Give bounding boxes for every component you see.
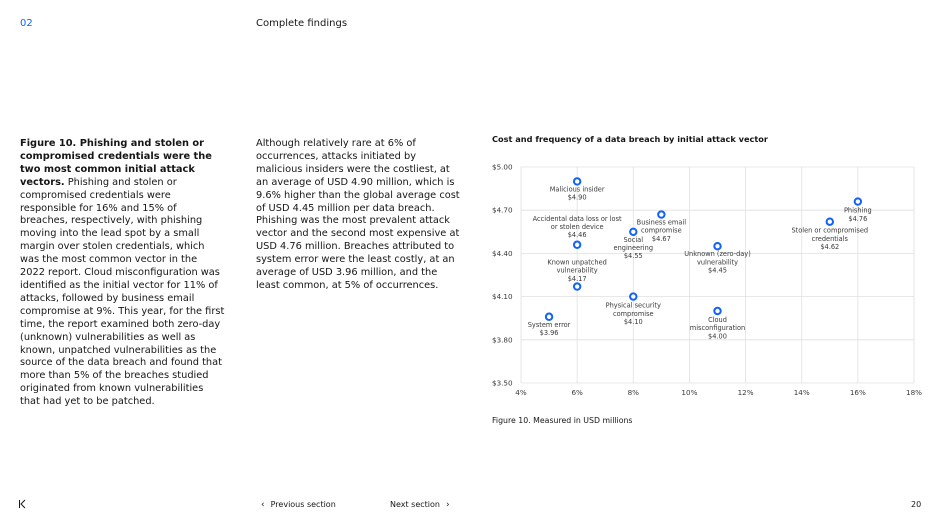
data-point-label: vulnerability <box>697 258 738 266</box>
y-tick-label: $5.00 <box>492 163 513 172</box>
x-tick-label: 4% <box>515 388 527 397</box>
data-point-label: Business email <box>637 219 687 227</box>
chart-title: Cost and frequency of a data breach by i… <box>492 134 768 144</box>
y-tick-label: $4.10 <box>492 292 513 301</box>
data-point <box>825 217 834 226</box>
body-column-1: Figure 10. Phishing and stolen or compro… <box>20 138 225 409</box>
data-point-label: Accidental data loss or lost <box>533 215 622 223</box>
chevron-left-icon: ‹ <box>261 500 265 510</box>
data-point <box>713 306 722 316</box>
data-point-label: compromise <box>613 310 654 318</box>
data-value-label: $4.10 <box>624 318 643 326</box>
data-point-label: Malicious insider <box>550 185 605 193</box>
body-paragraph-1: Phishing and stolen or compromised crede… <box>20 176 225 408</box>
data-value-label: $3.96 <box>540 329 559 337</box>
body-column-2: Although relatively rare at 6% of occurr… <box>256 138 461 293</box>
previous-section-label: Previous section <box>270 500 336 509</box>
chevron-right-icon: › <box>446 500 450 510</box>
data-point-label: System error <box>528 321 571 329</box>
data-point-label: Stolen or compromised <box>791 227 868 235</box>
data-point-label: Physical security <box>606 302 661 310</box>
data-point <box>544 312 554 321</box>
x-tick-label: 10% <box>681 388 697 397</box>
data-value-label: $4.00 <box>708 332 727 340</box>
y-tick-label: $4.40 <box>492 249 513 258</box>
data-point-label: Known unpatched <box>547 259 606 267</box>
data-point-label: Phishing <box>844 207 872 215</box>
x-tick-label: 14% <box>794 388 810 397</box>
x-tick-label: 6% <box>571 388 583 397</box>
first-page-icon-glyph <box>19 499 26 509</box>
x-tick-label: 16% <box>850 388 866 397</box>
body-paragraph-2: Although relatively rare at 6% of occurr… <box>256 138 460 291</box>
data-value-label: $4.62 <box>820 243 839 251</box>
next-section-label: Next section <box>390 500 440 509</box>
next-section-link[interactable]: Next section › <box>390 500 456 510</box>
data-point-label: Unknown (zero-day) <box>684 250 751 258</box>
first-page-icon[interactable] <box>18 499 28 512</box>
x-tick-label: 18% <box>906 388 922 397</box>
x-tick-label: 12% <box>738 388 754 397</box>
y-tick-label: $3.80 <box>492 335 513 344</box>
data-point <box>629 292 638 301</box>
data-point <box>572 240 582 249</box>
data-point-label: compromise <box>641 227 682 235</box>
data-point <box>713 242 722 251</box>
y-tick-label: $3.50 <box>492 379 513 388</box>
section-number: 02 <box>20 18 33 29</box>
page-number: 20 <box>911 500 922 509</box>
data-value-label: $4.17 <box>568 275 587 283</box>
data-value-label: $4.45 <box>708 267 727 275</box>
scatter-chart: 4% 6% 8% 10% 12% 14% 16% 18% $3.50 $3.80 $4.10 $4.4… <box>492 163 922 398</box>
data-point-label: Social <box>624 236 644 244</box>
data-value-label: $4.76 <box>848 215 867 223</box>
data-value-label: $4.55 <box>624 252 643 260</box>
data-value-label: $4.90 <box>568 194 587 202</box>
figure-heading: Figure 10. Phishing and stolen or compro… <box>20 138 212 188</box>
data-point <box>629 227 638 237</box>
data-point <box>572 177 582 186</box>
data-point <box>657 210 666 219</box>
data-point-label: vulnerability <box>557 267 598 275</box>
x-tick-label: 8% <box>628 388 640 397</box>
data-point <box>853 197 863 206</box>
data-value-label: $4.67 <box>652 235 671 243</box>
data-point <box>572 282 582 291</box>
data-point-label: credentials <box>812 235 849 243</box>
y-tick-label: $4.70 <box>492 206 513 215</box>
chart-caption: Figure 10. Measured in USD millions <box>492 416 633 425</box>
data-point-label: engineering <box>614 244 653 252</box>
data-point-label: misconfiguration <box>690 324 745 332</box>
data-value-label: $4.46 <box>568 231 587 239</box>
header-title: Complete findings <box>256 18 348 29</box>
previous-section-link[interactable]: ‹ Previous section <box>255 500 336 510</box>
data-point-label: Cloud <box>708 316 727 324</box>
data-point-label: or stolen device <box>551 223 604 231</box>
